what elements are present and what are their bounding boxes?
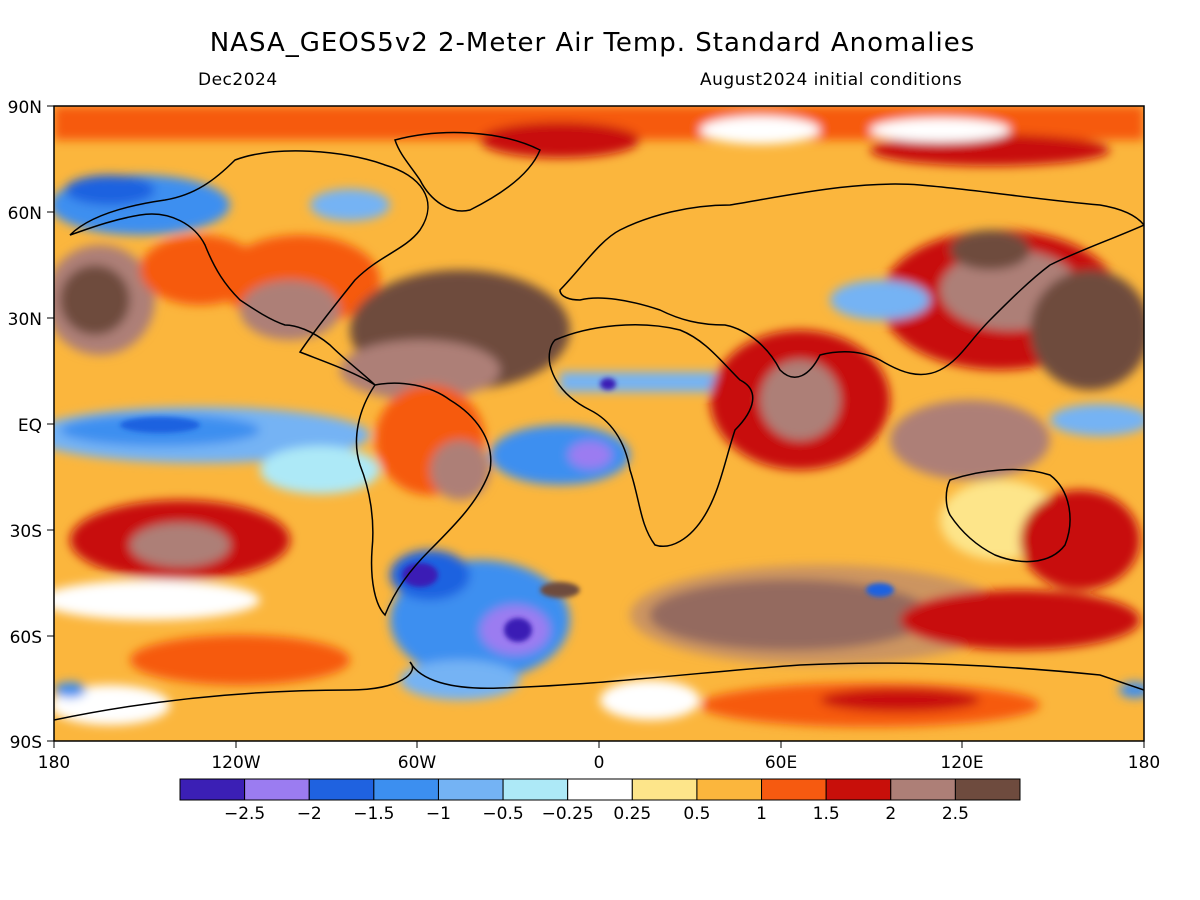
colorbar-label: −0.5 — [482, 804, 523, 824]
tick-marks — [47, 105, 1145, 748]
lat-label: 90S — [10, 733, 42, 753]
lon-label: 120W — [211, 753, 260, 773]
colorbar-swatch — [825, 778, 892, 801]
colorbar-swatch — [890, 778, 956, 801]
colorbar-swatch — [373, 778, 439, 801]
map-field — [54, 106, 1144, 741]
lat-label: EQ — [18, 416, 42, 436]
colorbar-label: 2 — [885, 804, 896, 824]
colorbar-swatch — [567, 778, 633, 801]
colorbar-swatch — [244, 778, 310, 801]
colorbar-swatch — [696, 778, 763, 801]
colorbar-swatch — [954, 778, 1021, 801]
colorbar-label: 1 — [756, 804, 767, 824]
init-conditions: August2024 initial conditions — [700, 70, 963, 90]
latitude-labels: 90N 60N 30N EQ 30S 60S 90S — [8, 98, 42, 753]
colorbar-label: 1.5 — [813, 804, 840, 824]
colorbar-label: −2 — [297, 804, 322, 824]
lon-label: 180 — [1128, 753, 1160, 773]
lat-label: 30S — [10, 522, 42, 542]
colorbar-label: −0.25 — [542, 804, 594, 824]
colorbar-label: 0.5 — [683, 804, 710, 824]
lon-label: 120E — [940, 753, 983, 773]
colorbar-label: −1.5 — [353, 804, 394, 824]
colorbar-swatch — [502, 778, 569, 801]
lat-label: 60N — [8, 204, 42, 224]
lon-label: 60W — [398, 753, 437, 773]
colorbar-label: 2.5 — [942, 804, 969, 824]
lat-label: 30N — [8, 310, 42, 330]
colorbar — [179, 778, 1021, 801]
lat-label: 60S — [10, 628, 42, 648]
colorbar-swatch — [179, 778, 246, 801]
colorbar-swatch — [437, 778, 504, 801]
longitude-labels: 180 120W 60W 0 60E 120E 180 — [38, 753, 1160, 773]
colorbar-label: −2.5 — [224, 804, 265, 824]
lon-label: 0 — [594, 753, 605, 773]
map-title: NASA_GEOS5v2 2-Meter Air Temp. Standard … — [209, 28, 976, 58]
valid-month: Dec2024 — [198, 70, 278, 90]
coastlines — [54, 131, 1144, 721]
lon-label: 60E — [765, 753, 797, 773]
colorbar-swatch — [308, 778, 375, 801]
colorbar-swatch — [761, 778, 827, 801]
lat-label: 90N — [8, 98, 42, 118]
colorbar-label: 0.25 — [613, 804, 651, 824]
lon-label: 180 — [38, 753, 70, 773]
colorbar-label: −1 — [426, 804, 451, 824]
colorbar-swatch — [631, 778, 698, 801]
colorbar-labels: −2.5 −2 −1.5 −1 −0.5 −0.25 0.25 0.5 1 1.5 2 2.5 — [224, 804, 969, 824]
